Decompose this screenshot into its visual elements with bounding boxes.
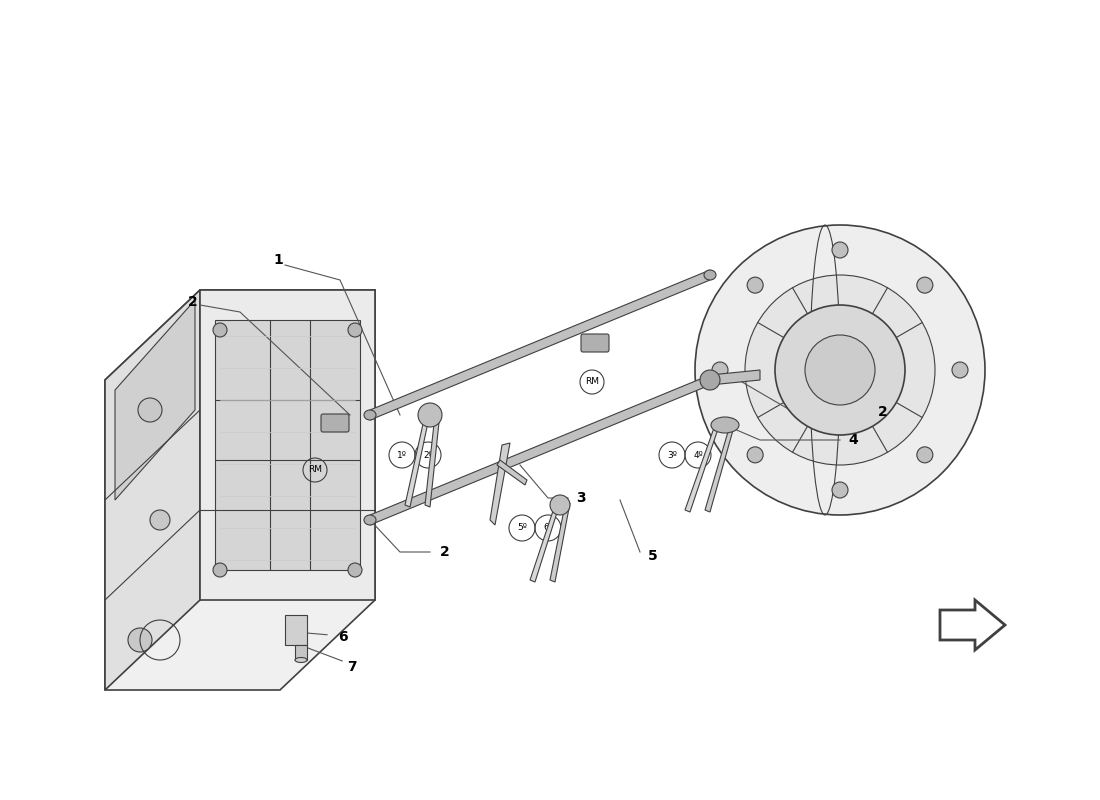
Ellipse shape bbox=[364, 410, 376, 420]
Ellipse shape bbox=[704, 270, 716, 280]
Polygon shape bbox=[940, 600, 1005, 650]
Text: 6º: 6º bbox=[543, 523, 553, 533]
Text: 5º: 5º bbox=[517, 523, 527, 533]
Circle shape bbox=[805, 335, 874, 405]
Circle shape bbox=[952, 362, 968, 378]
Text: 2: 2 bbox=[188, 295, 198, 309]
Text: 4: 4 bbox=[848, 433, 858, 447]
Circle shape bbox=[128, 628, 152, 652]
Polygon shape bbox=[104, 290, 200, 690]
Circle shape bbox=[832, 482, 848, 498]
Text: 7: 7 bbox=[348, 660, 356, 674]
Ellipse shape bbox=[295, 658, 307, 662]
Polygon shape bbox=[200, 290, 375, 600]
Circle shape bbox=[418, 403, 442, 427]
Circle shape bbox=[917, 447, 933, 463]
Bar bbox=[285, 615, 307, 645]
Text: 3: 3 bbox=[576, 491, 585, 505]
Text: 6: 6 bbox=[338, 630, 348, 644]
Text: 3º: 3º bbox=[667, 450, 676, 459]
Circle shape bbox=[776, 305, 905, 435]
Text: 2º: 2º bbox=[424, 450, 433, 459]
Circle shape bbox=[700, 370, 720, 390]
FancyBboxPatch shape bbox=[581, 334, 609, 352]
Polygon shape bbox=[497, 460, 527, 485]
Text: 5: 5 bbox=[648, 549, 658, 563]
Polygon shape bbox=[710, 370, 760, 385]
Polygon shape bbox=[425, 413, 440, 507]
Text: 4º: 4º bbox=[693, 450, 703, 459]
Text: 1: 1 bbox=[273, 253, 283, 267]
Polygon shape bbox=[104, 290, 375, 690]
Circle shape bbox=[695, 225, 984, 515]
Circle shape bbox=[747, 447, 763, 463]
Circle shape bbox=[745, 275, 935, 465]
FancyBboxPatch shape bbox=[321, 414, 349, 432]
Polygon shape bbox=[530, 503, 560, 582]
Polygon shape bbox=[116, 300, 195, 500]
Text: 1º: 1º bbox=[397, 450, 407, 459]
Text: 2: 2 bbox=[878, 405, 888, 419]
Polygon shape bbox=[370, 375, 710, 525]
Ellipse shape bbox=[711, 417, 739, 433]
Circle shape bbox=[348, 563, 362, 577]
Ellipse shape bbox=[704, 375, 716, 385]
Text: RM: RM bbox=[308, 466, 322, 474]
Polygon shape bbox=[705, 423, 735, 512]
Polygon shape bbox=[405, 413, 430, 507]
Circle shape bbox=[150, 510, 170, 530]
Circle shape bbox=[550, 495, 570, 515]
Ellipse shape bbox=[364, 515, 376, 525]
Polygon shape bbox=[550, 503, 570, 582]
Text: RM: RM bbox=[585, 378, 600, 386]
Circle shape bbox=[348, 323, 362, 337]
Circle shape bbox=[213, 563, 227, 577]
Polygon shape bbox=[490, 443, 510, 525]
Polygon shape bbox=[685, 423, 720, 512]
Text: 2: 2 bbox=[440, 545, 450, 559]
Circle shape bbox=[712, 362, 728, 378]
Circle shape bbox=[832, 242, 848, 258]
Polygon shape bbox=[370, 270, 710, 420]
Circle shape bbox=[213, 323, 227, 337]
Polygon shape bbox=[214, 320, 360, 570]
Polygon shape bbox=[295, 645, 307, 660]
Circle shape bbox=[917, 277, 933, 293]
Circle shape bbox=[747, 277, 763, 293]
Circle shape bbox=[138, 398, 162, 422]
